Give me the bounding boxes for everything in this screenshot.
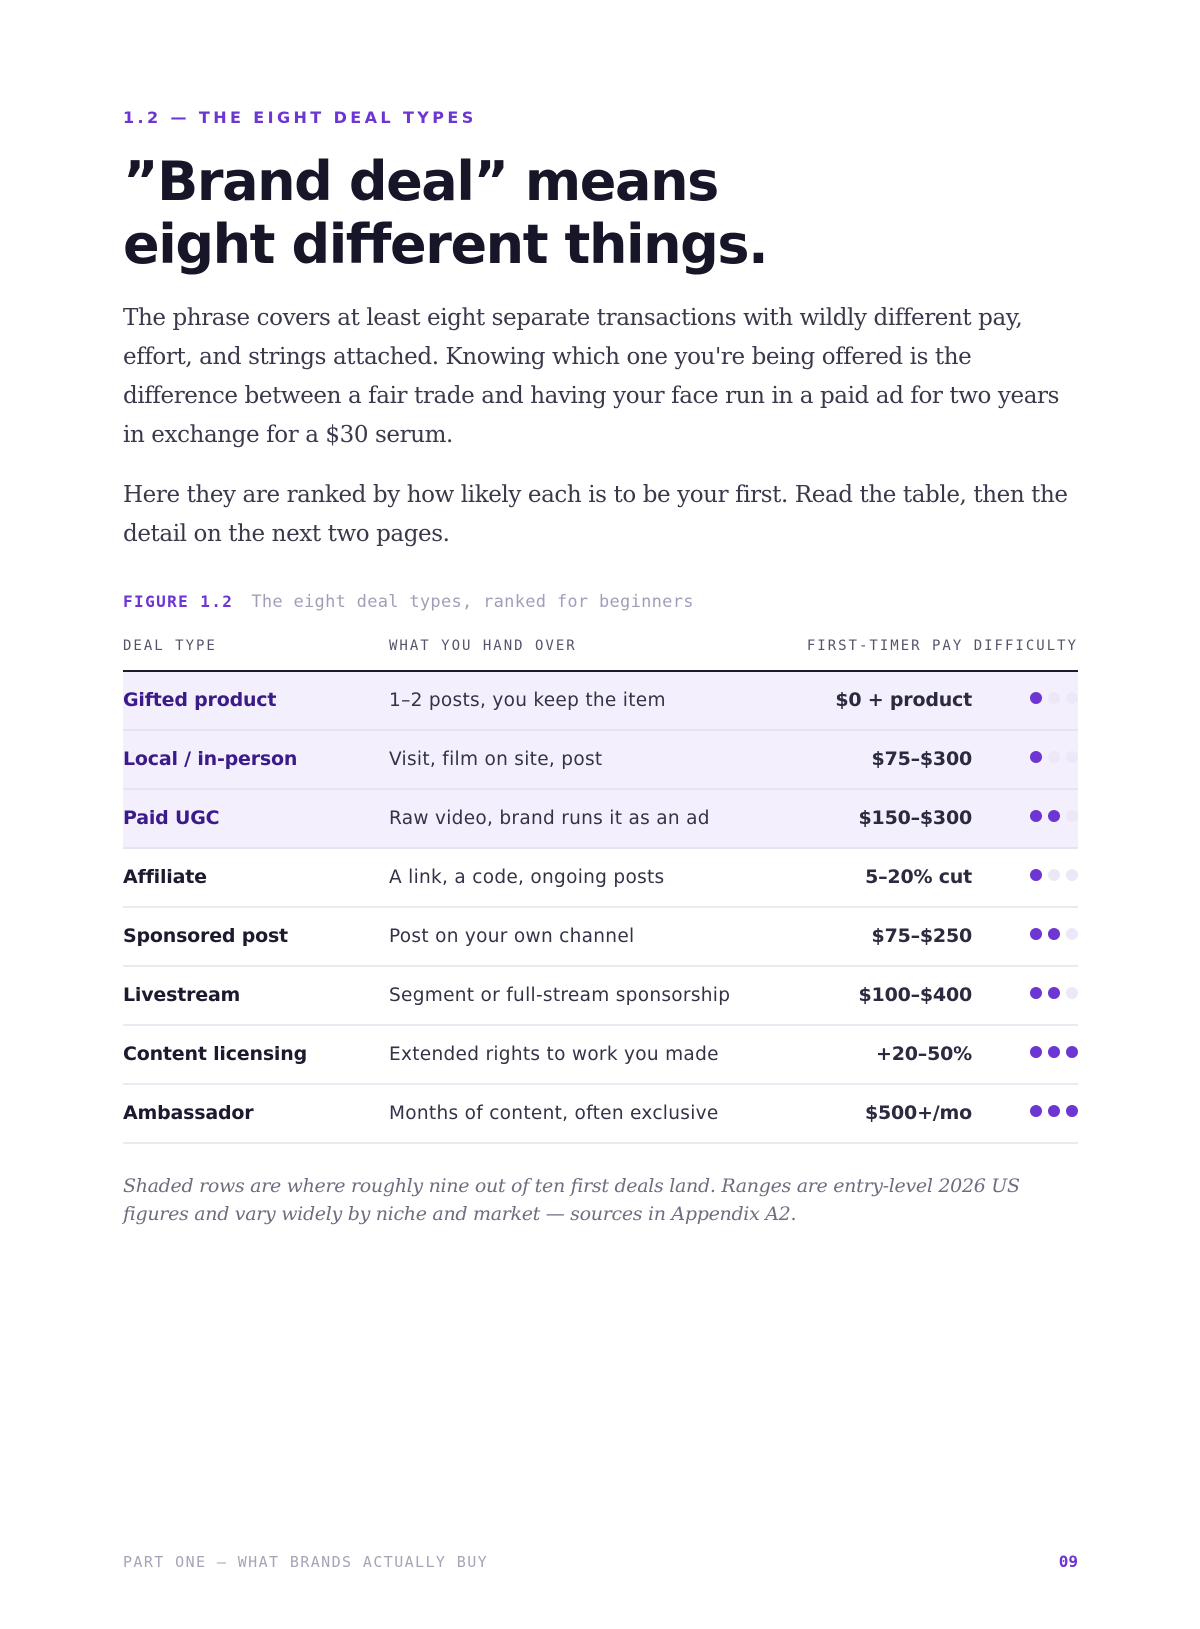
deal-type-cell: Ambassador xyxy=(123,1102,254,1124)
difficulty-dot-filled xyxy=(1030,987,1042,999)
hand-over-cell: Visit, film on site, post xyxy=(389,749,603,770)
deal-types-table: Gifted product 1–2 posts, you keep the it… xyxy=(123,672,1078,1144)
table-row: Ambassador Months of content, often exclu… xyxy=(123,1085,1078,1144)
difficulty-rating xyxy=(1030,751,1078,767)
difficulty-dot-empty xyxy=(1066,810,1078,822)
difficulty-dot-empty xyxy=(1066,869,1078,881)
difficulty-dot-empty xyxy=(1066,928,1078,940)
difficulty-rating xyxy=(1030,987,1078,1003)
page-number: 09 xyxy=(1058,1552,1078,1571)
title-line-2: eight different things. xyxy=(123,213,769,276)
header-pay-difficulty: FIRST-TIMER PAY DIFFICULTY xyxy=(806,638,1078,654)
deal-type-cell: Livestream xyxy=(123,984,241,1006)
title-line-1: ”Brand deal” means xyxy=(123,150,719,213)
hand-over-cell: Segment or full-stream sponsorship xyxy=(389,985,731,1006)
difficulty-rating xyxy=(1030,869,1078,885)
difficulty-dot-filled xyxy=(1048,1046,1060,1058)
table-row: Paid UGC Raw video, brand runs it as an a… xyxy=(123,790,1078,849)
hand-over-cell: Post on your own channel xyxy=(389,926,635,947)
difficulty-dot-filled xyxy=(1066,1046,1078,1058)
deal-type-cell: Affiliate xyxy=(123,866,207,888)
figure-caption: FIGURE 1.2 The eight deal types, ranked f… xyxy=(123,592,694,612)
table-header: DEAL TYPE WHAT YOU HAND OVER FIRST-TIMER… xyxy=(123,634,1078,672)
hand-over-cell: Extended rights to work you made xyxy=(389,1044,719,1065)
difficulty-dot-filled xyxy=(1048,987,1060,999)
deal-type-cell: Sponsored post xyxy=(123,925,288,947)
hand-over-cell: A link, a code, ongoing posts xyxy=(389,867,665,888)
hand-over-cell: Months of content, often exclusive xyxy=(389,1103,719,1124)
hand-over-cell: 1–2 posts, you keep the item xyxy=(389,690,666,711)
pay-cell: 5–20% cut xyxy=(865,866,972,888)
pay-cell: +20–50% xyxy=(876,1043,972,1065)
header-what: WHAT YOU HAND OVER xyxy=(389,638,577,654)
difficulty-dot-empty xyxy=(1066,987,1078,999)
pay-cell: $500+/mo xyxy=(865,1102,972,1124)
deal-type-cell: Content licensing xyxy=(123,1043,307,1065)
difficulty-rating xyxy=(1030,1105,1078,1121)
difficulty-dot-empty xyxy=(1048,692,1060,704)
difficulty-dot-empty xyxy=(1048,751,1060,763)
difficulty-dot-empty xyxy=(1066,692,1078,704)
ranking-paragraph: Here they are ranked by how likely each … xyxy=(123,482,1068,547)
deal-type-cell: Gifted product xyxy=(123,689,277,711)
difficulty-dot-filled xyxy=(1030,692,1042,704)
difficulty-dot-filled xyxy=(1030,928,1042,940)
pay-cell: $100–$400 xyxy=(858,984,973,1006)
difficulty-dot-filled xyxy=(1048,810,1060,822)
pay-cell: $150–$300 xyxy=(858,807,973,829)
difficulty-rating xyxy=(1030,810,1078,826)
section-label: 1.2 — THE EIGHT DEAL TYPES xyxy=(123,108,477,127)
table-row: Gifted product 1–2 posts, you keep the it… xyxy=(123,672,1078,731)
difficulty-dot-filled xyxy=(1030,810,1042,822)
running-footer: PART ONE — WHAT BRANDS ACTUALLY BUY xyxy=(123,1553,489,1571)
table-row: Content licensing Extended rights to work… xyxy=(123,1026,1078,1085)
difficulty-dot-filled xyxy=(1030,1105,1042,1117)
pay-cell: $75–$250 xyxy=(871,925,973,947)
table-row: Livestream Segment or full-stream sponsor… xyxy=(123,967,1078,1026)
difficulty-dot-filled xyxy=(1030,1046,1042,1058)
pay-cell: $0 + product xyxy=(835,689,972,711)
table-footnote: Shaded rows are where roughly nine out o… xyxy=(123,1175,1020,1225)
intro-paragraph: The phrase covers at least eight separat… xyxy=(123,305,1060,448)
deal-type-cell: Paid UGC xyxy=(123,807,220,829)
header-deal-type: DEAL TYPE xyxy=(123,638,217,654)
difficulty-rating xyxy=(1030,692,1078,708)
difficulty-dot-empty xyxy=(1048,869,1060,881)
hand-over-cell: Raw video, brand runs it as an ad xyxy=(389,808,710,829)
difficulty-dot-filled xyxy=(1030,869,1042,881)
difficulty-dot-filled xyxy=(1048,928,1060,940)
difficulty-dot-empty xyxy=(1066,751,1078,763)
pay-cell: $75–$300 xyxy=(871,748,973,770)
table-row: Local / in-person Visit, film on site, po… xyxy=(123,731,1078,790)
difficulty-dot-filled xyxy=(1030,751,1042,763)
figure-number: FIGURE 1.2 xyxy=(123,592,234,611)
table-row: Sponsored post Post on your own channel $7… xyxy=(123,908,1078,967)
table-row: Affiliate A link, a code, ongoing posts 5–… xyxy=(123,849,1078,908)
difficulty-dot-filled xyxy=(1066,1105,1078,1117)
difficulty-dot-filled xyxy=(1048,1105,1060,1117)
deal-type-cell: Local / in-person xyxy=(123,748,298,770)
page-title: ”Brand deal” means eight different thing… xyxy=(123,150,769,276)
figure-title: The eight deal types, ranked for beginne… xyxy=(251,592,694,612)
difficulty-rating xyxy=(1030,1046,1078,1062)
difficulty-rating xyxy=(1030,928,1078,944)
